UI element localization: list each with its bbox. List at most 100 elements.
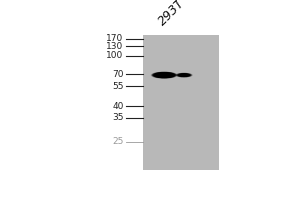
Ellipse shape xyxy=(152,72,177,78)
Ellipse shape xyxy=(154,72,175,78)
Ellipse shape xyxy=(178,74,190,77)
Ellipse shape xyxy=(158,73,170,77)
Ellipse shape xyxy=(151,72,178,79)
Ellipse shape xyxy=(177,73,191,77)
Ellipse shape xyxy=(158,74,170,77)
Ellipse shape xyxy=(156,73,173,77)
Ellipse shape xyxy=(159,74,169,76)
Ellipse shape xyxy=(152,72,177,79)
Ellipse shape xyxy=(157,73,172,77)
Ellipse shape xyxy=(180,74,188,76)
Ellipse shape xyxy=(181,74,187,76)
Ellipse shape xyxy=(179,74,189,76)
Ellipse shape xyxy=(154,72,175,78)
Ellipse shape xyxy=(155,73,174,78)
Ellipse shape xyxy=(152,72,176,78)
Ellipse shape xyxy=(159,74,169,76)
Ellipse shape xyxy=(177,73,190,77)
Ellipse shape xyxy=(155,73,173,78)
Ellipse shape xyxy=(157,73,171,77)
Ellipse shape xyxy=(179,74,189,77)
Ellipse shape xyxy=(176,73,192,77)
Ellipse shape xyxy=(152,72,177,78)
Ellipse shape xyxy=(151,72,177,79)
Ellipse shape xyxy=(156,73,172,77)
Ellipse shape xyxy=(157,73,171,77)
Ellipse shape xyxy=(179,74,189,77)
Ellipse shape xyxy=(179,74,189,77)
Ellipse shape xyxy=(155,73,173,77)
Ellipse shape xyxy=(158,73,170,77)
Ellipse shape xyxy=(158,73,171,77)
Ellipse shape xyxy=(176,73,192,77)
Ellipse shape xyxy=(178,73,190,77)
Ellipse shape xyxy=(158,74,170,77)
Ellipse shape xyxy=(181,74,188,76)
Ellipse shape xyxy=(180,74,188,76)
Ellipse shape xyxy=(176,73,192,77)
Text: 100: 100 xyxy=(106,51,124,60)
Ellipse shape xyxy=(155,73,173,78)
Ellipse shape xyxy=(180,74,188,76)
Ellipse shape xyxy=(176,73,192,77)
Ellipse shape xyxy=(177,73,191,77)
Ellipse shape xyxy=(156,73,172,77)
Ellipse shape xyxy=(178,73,190,77)
Text: 170: 170 xyxy=(106,34,124,43)
Ellipse shape xyxy=(176,73,192,77)
Ellipse shape xyxy=(180,74,188,76)
Ellipse shape xyxy=(154,72,175,78)
Ellipse shape xyxy=(179,74,189,76)
Ellipse shape xyxy=(153,72,175,78)
Text: 130: 130 xyxy=(106,42,124,51)
Ellipse shape xyxy=(179,74,188,76)
Ellipse shape xyxy=(160,74,169,76)
Ellipse shape xyxy=(157,73,172,77)
Ellipse shape xyxy=(153,72,175,78)
Ellipse shape xyxy=(154,72,174,78)
Ellipse shape xyxy=(153,72,175,78)
Ellipse shape xyxy=(158,73,171,77)
Ellipse shape xyxy=(159,74,169,76)
Ellipse shape xyxy=(154,73,174,78)
Ellipse shape xyxy=(181,74,187,76)
Ellipse shape xyxy=(177,73,191,77)
Ellipse shape xyxy=(158,73,171,77)
Ellipse shape xyxy=(158,74,170,77)
Ellipse shape xyxy=(152,72,176,78)
Ellipse shape xyxy=(157,73,172,77)
Ellipse shape xyxy=(151,72,177,79)
Ellipse shape xyxy=(155,73,173,78)
Ellipse shape xyxy=(176,73,192,77)
Ellipse shape xyxy=(152,72,176,78)
Ellipse shape xyxy=(156,73,172,77)
Ellipse shape xyxy=(160,74,169,76)
Ellipse shape xyxy=(180,74,188,76)
Ellipse shape xyxy=(176,73,191,77)
Ellipse shape xyxy=(159,74,170,77)
Ellipse shape xyxy=(154,72,174,78)
Ellipse shape xyxy=(181,74,187,76)
Ellipse shape xyxy=(178,73,190,77)
Ellipse shape xyxy=(175,73,193,78)
Ellipse shape xyxy=(178,74,189,77)
Ellipse shape xyxy=(152,72,176,78)
Ellipse shape xyxy=(156,73,172,77)
Ellipse shape xyxy=(181,74,187,76)
Text: 35: 35 xyxy=(112,113,124,122)
Ellipse shape xyxy=(156,73,173,77)
Ellipse shape xyxy=(178,74,190,77)
Text: 70: 70 xyxy=(112,70,124,79)
Text: 55: 55 xyxy=(112,82,124,91)
Ellipse shape xyxy=(153,72,176,78)
Bar xyxy=(143,35,219,170)
Ellipse shape xyxy=(154,73,174,78)
Ellipse shape xyxy=(160,74,169,76)
Ellipse shape xyxy=(178,73,190,77)
Ellipse shape xyxy=(160,74,168,76)
Text: 40: 40 xyxy=(112,102,124,111)
Ellipse shape xyxy=(153,72,176,78)
Ellipse shape xyxy=(177,73,191,77)
Text: 25: 25 xyxy=(112,137,124,146)
Text: 293T: 293T xyxy=(155,0,187,29)
